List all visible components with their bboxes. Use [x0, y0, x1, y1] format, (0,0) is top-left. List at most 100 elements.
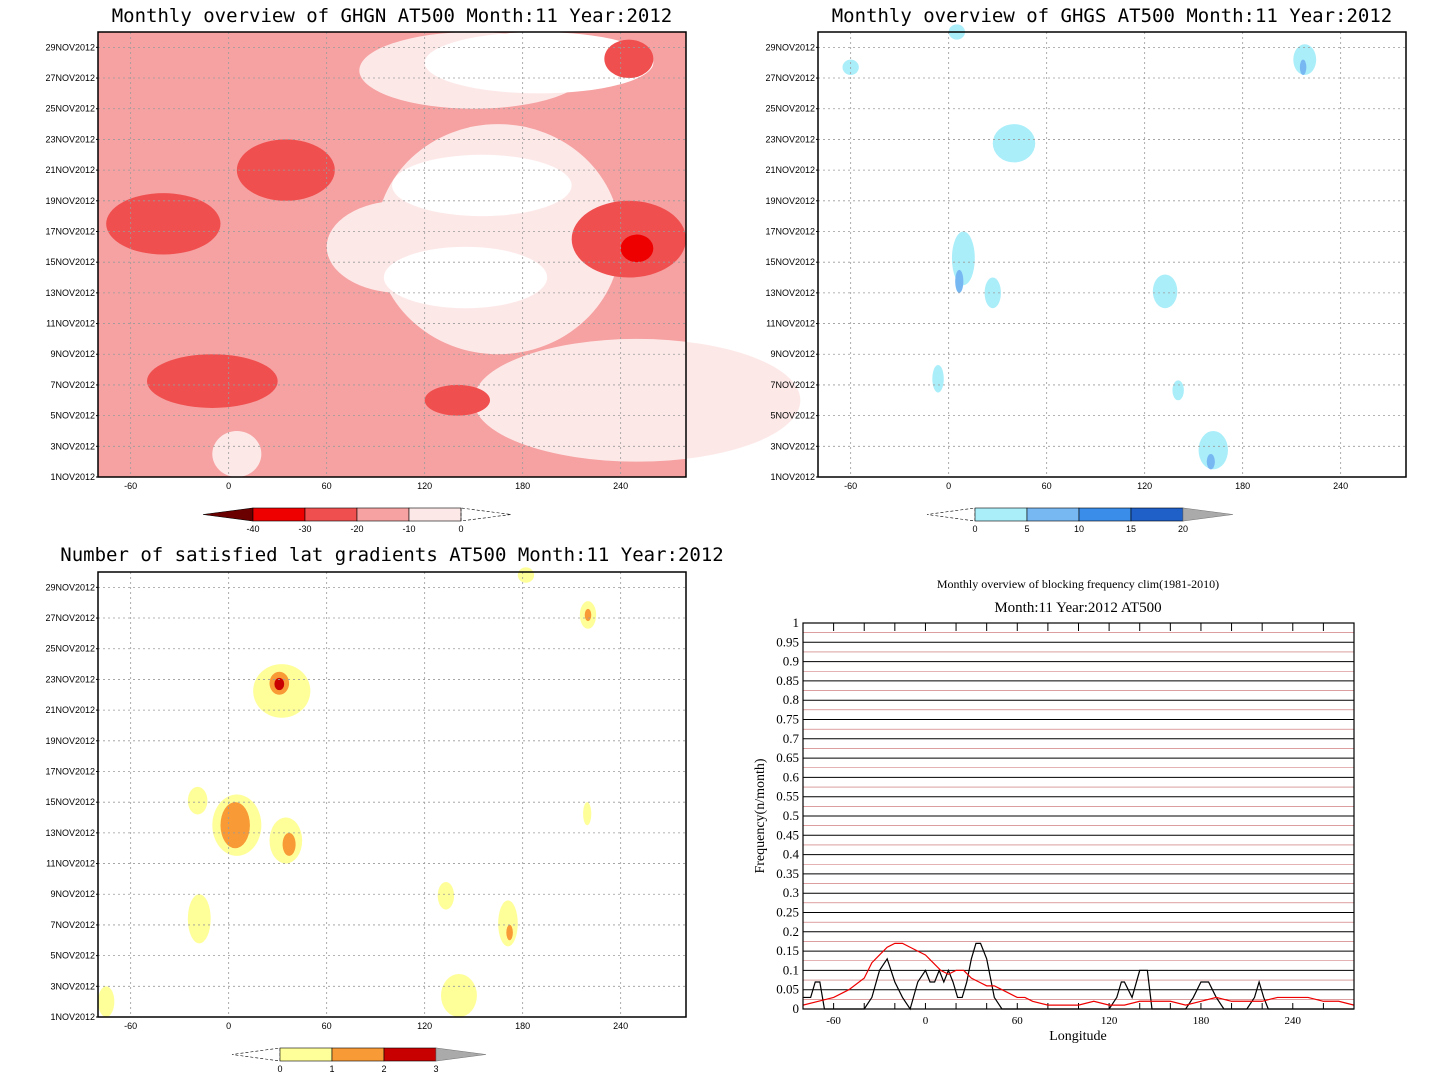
- colorbar-extend-high: [1182, 507, 1234, 522]
- y-tick-label: 25NOV2012: [765, 104, 815, 114]
- y-tick-label: 19NOV2012: [45, 736, 95, 746]
- field-band: [424, 32, 654, 94]
- colorbar-label: 5: [1024, 524, 1029, 534]
- x-axis-label: Longitude: [1049, 1029, 1107, 1044]
- gradients-frame: [97, 571, 687, 1018]
- y-tick-label: 29NOV2012: [765, 42, 815, 52]
- colorbar-extend-high: [460, 507, 512, 522]
- colorbar-label: -30: [298, 524, 311, 534]
- x-tick-label: 120: [417, 1021, 432, 1031]
- x-tick-label: 240: [1285, 1015, 1302, 1027]
- y-tick-label: 19NOV2012: [45, 196, 95, 206]
- y-tick-label: 25NOV2012: [45, 644, 95, 654]
- y-tick-label: 15NOV2012: [45, 797, 95, 807]
- colorbar-label: 10: [1074, 524, 1084, 534]
- colorbar-swatch: [974, 507, 1028, 522]
- colorbar-label: -40: [246, 524, 259, 534]
- field-region: [106, 193, 221, 255]
- x-tick-label: 180: [515, 1021, 530, 1031]
- field-region: [1152, 274, 1178, 309]
- y-tick-label: 0.15: [776, 943, 799, 958]
- colorbar-swatch: [356, 507, 410, 522]
- y-tick-label: 15NOV2012: [45, 257, 95, 267]
- y-tick-label: 0.05: [776, 982, 799, 997]
- field-region: [282, 832, 296, 856]
- y-tick-label: 21NOV2012: [45, 705, 95, 715]
- y-tick-label: 11NOV2012: [766, 319, 815, 329]
- x-tick-label: 0: [923, 1015, 929, 1027]
- field-region: [517, 567, 535, 583]
- y-tick-label: 3NOV2012: [770, 441, 815, 451]
- colorbar-label: -20: [350, 524, 363, 534]
- y-tick-label: 0.25: [776, 905, 799, 920]
- y-tick-label: 0.7: [783, 731, 800, 746]
- colorbar-swatch: [1026, 507, 1080, 522]
- colorbar-swatch: [252, 507, 306, 522]
- field-region: [932, 364, 944, 393]
- field-region: [1299, 59, 1307, 75]
- field-band: [392, 154, 572, 217]
- y-tick-label: 25NOV2012: [45, 104, 95, 114]
- colorbar-swatch: [408, 507, 462, 522]
- y-tick-label: 23NOV2012: [45, 674, 95, 684]
- y-tick-label: 17NOV2012: [45, 766, 95, 776]
- y-tick-label: 9NOV2012: [50, 889, 95, 899]
- y-tick-label: 0.1: [783, 962, 799, 977]
- x-tick-label: -60: [124, 481, 137, 491]
- field-region: [992, 124, 1036, 163]
- field-region: [147, 354, 278, 408]
- field-region: [604, 39, 654, 79]
- y-tick-label: 13NOV2012: [45, 828, 95, 838]
- ghgs-frame: [817, 31, 1407, 478]
- y-tick-label: 0.55: [776, 789, 799, 804]
- x-tick-label: 120: [417, 481, 432, 491]
- x-tick-label: 120: [1137, 481, 1152, 491]
- x-tick-label: -60: [844, 481, 857, 491]
- x-tick-label: 240: [613, 481, 628, 491]
- y-tick-label: 23NOV2012: [45, 134, 95, 144]
- field-region: [1198, 430, 1228, 470]
- y-tick-label: 17NOV2012: [45, 226, 95, 236]
- field-region: [951, 231, 975, 286]
- blocking-frequency-panel: Monthly overview of blocking frequency c…: [753, 577, 1355, 1044]
- colorbar-swatch: [1078, 507, 1132, 522]
- field-region: [274, 677, 285, 691]
- field-region: [1293, 44, 1317, 75]
- blocking-title: Monthly overview of blocking frequency c…: [937, 577, 1219, 591]
- field-region: [1172, 380, 1184, 401]
- y-tick-label: 0.8: [783, 692, 799, 707]
- y-tick-label: 0.35: [776, 866, 799, 881]
- field-region: [506, 924, 513, 941]
- y-tick-label: 7NOV2012: [770, 380, 815, 390]
- x-tick-label: -60: [124, 1021, 137, 1031]
- ghgn-panel: Monthly overview of GHGN AT500 Month:11 …: [45, 5, 801, 534]
- colorbar-swatch: [304, 507, 358, 522]
- x-tick-label: 180: [1193, 1015, 1210, 1027]
- field-region: [584, 608, 592, 622]
- x-tick-label: 0: [226, 481, 231, 491]
- y-tick-label: 1NOV2012: [50, 472, 95, 482]
- y-tick-label: 0.9: [783, 654, 799, 669]
- x-tick-label: 60: [1012, 1015, 1024, 1027]
- field-region: [955, 269, 964, 293]
- field-region: [220, 802, 250, 849]
- y-tick-label: 19NOV2012: [765, 196, 815, 206]
- colorbar-swatch: [331, 1047, 385, 1062]
- y-tick-label: 29NOV2012: [45, 42, 95, 52]
- colorbar-swatch: [383, 1047, 437, 1062]
- field-region: [236, 139, 335, 201]
- x-tick-label: 0: [226, 1021, 231, 1031]
- y-tick-label: 7NOV2012: [50, 920, 95, 930]
- y-tick-label: 0.2: [783, 924, 799, 939]
- gradients-title: Number of satisfied lat gradients AT500 …: [60, 544, 723, 566]
- y-tick-label: 15NOV2012: [765, 257, 815, 267]
- x-tick-label: 180: [515, 481, 530, 491]
- y-tick-label: 13NOV2012: [765, 288, 815, 298]
- y-tick-label: 9NOV2012: [50, 349, 95, 359]
- field-band: [212, 430, 262, 477]
- colorbar-label: 20: [1178, 524, 1188, 534]
- y-tick-label: 0.3: [783, 885, 799, 900]
- y-tick-label: 17NOV2012: [765, 226, 815, 236]
- ghgn-frame: [97, 31, 687, 478]
